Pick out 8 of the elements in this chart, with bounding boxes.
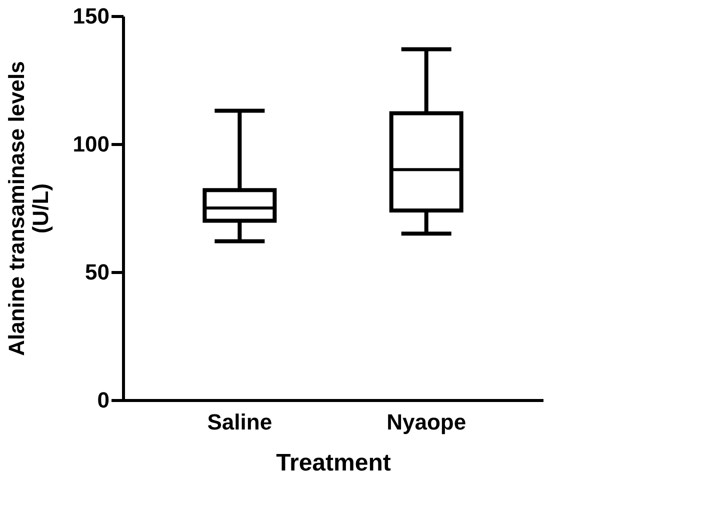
y-tick-label: 50 xyxy=(85,260,110,284)
y-tick-label: 0 xyxy=(97,388,110,412)
x-axis-title: Treatment xyxy=(276,450,391,476)
x-tick-label: Nyaope xyxy=(386,410,466,434)
y-tick-label: 150 xyxy=(72,4,110,28)
y-axis-title: Alanine transaminase levels (U/L) xyxy=(4,61,53,356)
y-tick-label: 100 xyxy=(72,132,110,156)
x-tick-label: Saline xyxy=(207,410,272,434)
